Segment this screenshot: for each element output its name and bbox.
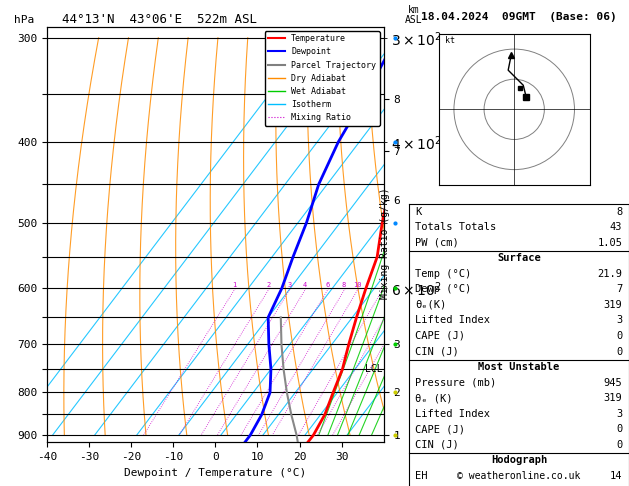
Text: 3: 3 bbox=[287, 282, 291, 289]
Text: Lifted Index: Lifted Index bbox=[416, 409, 491, 419]
Text: kt: kt bbox=[445, 36, 455, 45]
Legend: Temperature, Dewpoint, Parcel Trajectory, Dry Adiabat, Wet Adiabat, Isotherm, Mi: Temperature, Dewpoint, Parcel Trajectory… bbox=[265, 31, 379, 125]
Text: 3: 3 bbox=[616, 315, 623, 326]
Text: 43: 43 bbox=[610, 222, 623, 232]
Text: 0: 0 bbox=[616, 331, 623, 341]
Text: 319: 319 bbox=[604, 393, 623, 403]
Text: 6: 6 bbox=[325, 282, 330, 289]
Text: 3: 3 bbox=[616, 409, 623, 419]
Text: Pressure (mb): Pressure (mb) bbox=[416, 378, 497, 388]
Text: CIN (J): CIN (J) bbox=[416, 347, 459, 357]
Text: θₑ(K): θₑ(K) bbox=[416, 300, 447, 310]
Text: Surface: Surface bbox=[497, 253, 541, 263]
Text: Temp (°C): Temp (°C) bbox=[416, 269, 472, 279]
Text: Most Unstable: Most Unstable bbox=[478, 362, 560, 372]
Text: Lifted Index: Lifted Index bbox=[416, 315, 491, 326]
Text: LCL: LCL bbox=[365, 364, 383, 374]
Text: 18.04.2024  09GMT  (Base: 06): 18.04.2024 09GMT (Base: 06) bbox=[421, 12, 617, 22]
Text: CIN (J): CIN (J) bbox=[416, 440, 459, 450]
Text: 44°13'N  43°06'E  522m ASL: 44°13'N 43°06'E 522m ASL bbox=[47, 13, 257, 26]
Text: Totals Totals: Totals Totals bbox=[416, 222, 497, 232]
Text: 0: 0 bbox=[616, 440, 623, 450]
Text: Hodograph: Hodograph bbox=[491, 455, 547, 466]
Text: 0: 0 bbox=[616, 347, 623, 357]
Text: 0: 0 bbox=[616, 424, 623, 434]
Text: 14: 14 bbox=[610, 471, 623, 481]
Text: 10: 10 bbox=[353, 282, 362, 289]
Text: 319: 319 bbox=[604, 300, 623, 310]
Text: CAPE (J): CAPE (J) bbox=[416, 331, 465, 341]
Text: K: K bbox=[416, 207, 421, 217]
Text: 945: 945 bbox=[604, 378, 623, 388]
Text: 7: 7 bbox=[616, 284, 623, 295]
X-axis label: Dewpoint / Temperature (°C): Dewpoint / Temperature (°C) bbox=[125, 468, 306, 478]
Text: CAPE (J): CAPE (J) bbox=[416, 424, 465, 434]
Text: 8: 8 bbox=[616, 207, 623, 217]
Text: EH: EH bbox=[416, 471, 428, 481]
Text: 1.05: 1.05 bbox=[598, 238, 623, 248]
Text: 1: 1 bbox=[232, 282, 237, 289]
Text: Dewp (°C): Dewp (°C) bbox=[416, 284, 472, 295]
Text: km
ASL: km ASL bbox=[405, 5, 423, 25]
Text: hPa: hPa bbox=[14, 15, 34, 25]
Text: 4: 4 bbox=[303, 282, 307, 289]
Text: 8: 8 bbox=[342, 282, 346, 289]
Text: 2: 2 bbox=[266, 282, 270, 289]
Text: PW (cm): PW (cm) bbox=[416, 238, 459, 248]
Text: © weatheronline.co.uk: © weatheronline.co.uk bbox=[457, 471, 581, 481]
Text: θₑ (K): θₑ (K) bbox=[416, 393, 453, 403]
Text: Mixing Ratio (g/kg): Mixing Ratio (g/kg) bbox=[380, 187, 390, 299]
Text: 21.9: 21.9 bbox=[598, 269, 623, 279]
